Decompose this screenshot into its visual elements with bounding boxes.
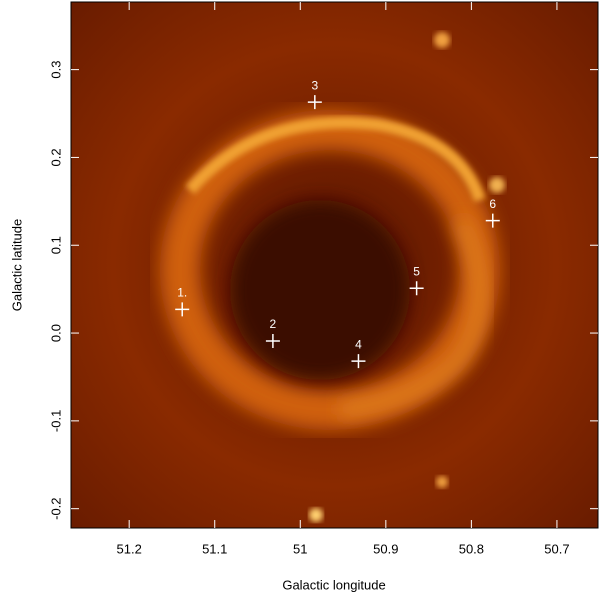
marker-label: 2 [270, 317, 277, 331]
x-tick-label: 51.1 [202, 541, 227, 556]
marker [175, 302, 190, 317]
y-axis-label: Galactic latitude [9, 219, 24, 312]
y-tick-label: 0.2 [48, 148, 63, 166]
x-axis-label: Galactic longitude [282, 577, 385, 592]
marker-label: 5 [413, 264, 420, 278]
marker [265, 333, 280, 348]
marker-label: 6 [489, 197, 496, 211]
x-tick-label: 50.9 [373, 541, 398, 556]
y-tick-label: 0.3 [48, 61, 63, 79]
plot-frame [70, 1, 599, 529]
x-tick-label: 51.2 [117, 541, 142, 556]
marker-label: 4 [355, 337, 362, 351]
marker-label: 3 [311, 78, 318, 92]
y-tick-label: 0.1 [48, 236, 63, 254]
marker-label: 1. [177, 286, 187, 300]
x-tick-label: 50.8 [459, 541, 484, 556]
marker [351, 354, 366, 369]
y-tick-label: -0.1 [48, 410, 63, 432]
x-tick-label: 51 [293, 541, 307, 556]
marker [485, 213, 500, 228]
x-tick-label: 50.7 [544, 541, 569, 556]
y-tick-label: 0.0 [48, 324, 63, 342]
marker [307, 95, 322, 110]
y-tick-label: -0.2 [48, 497, 63, 519]
marker [409, 281, 424, 296]
sky-image [71, 2, 598, 528]
